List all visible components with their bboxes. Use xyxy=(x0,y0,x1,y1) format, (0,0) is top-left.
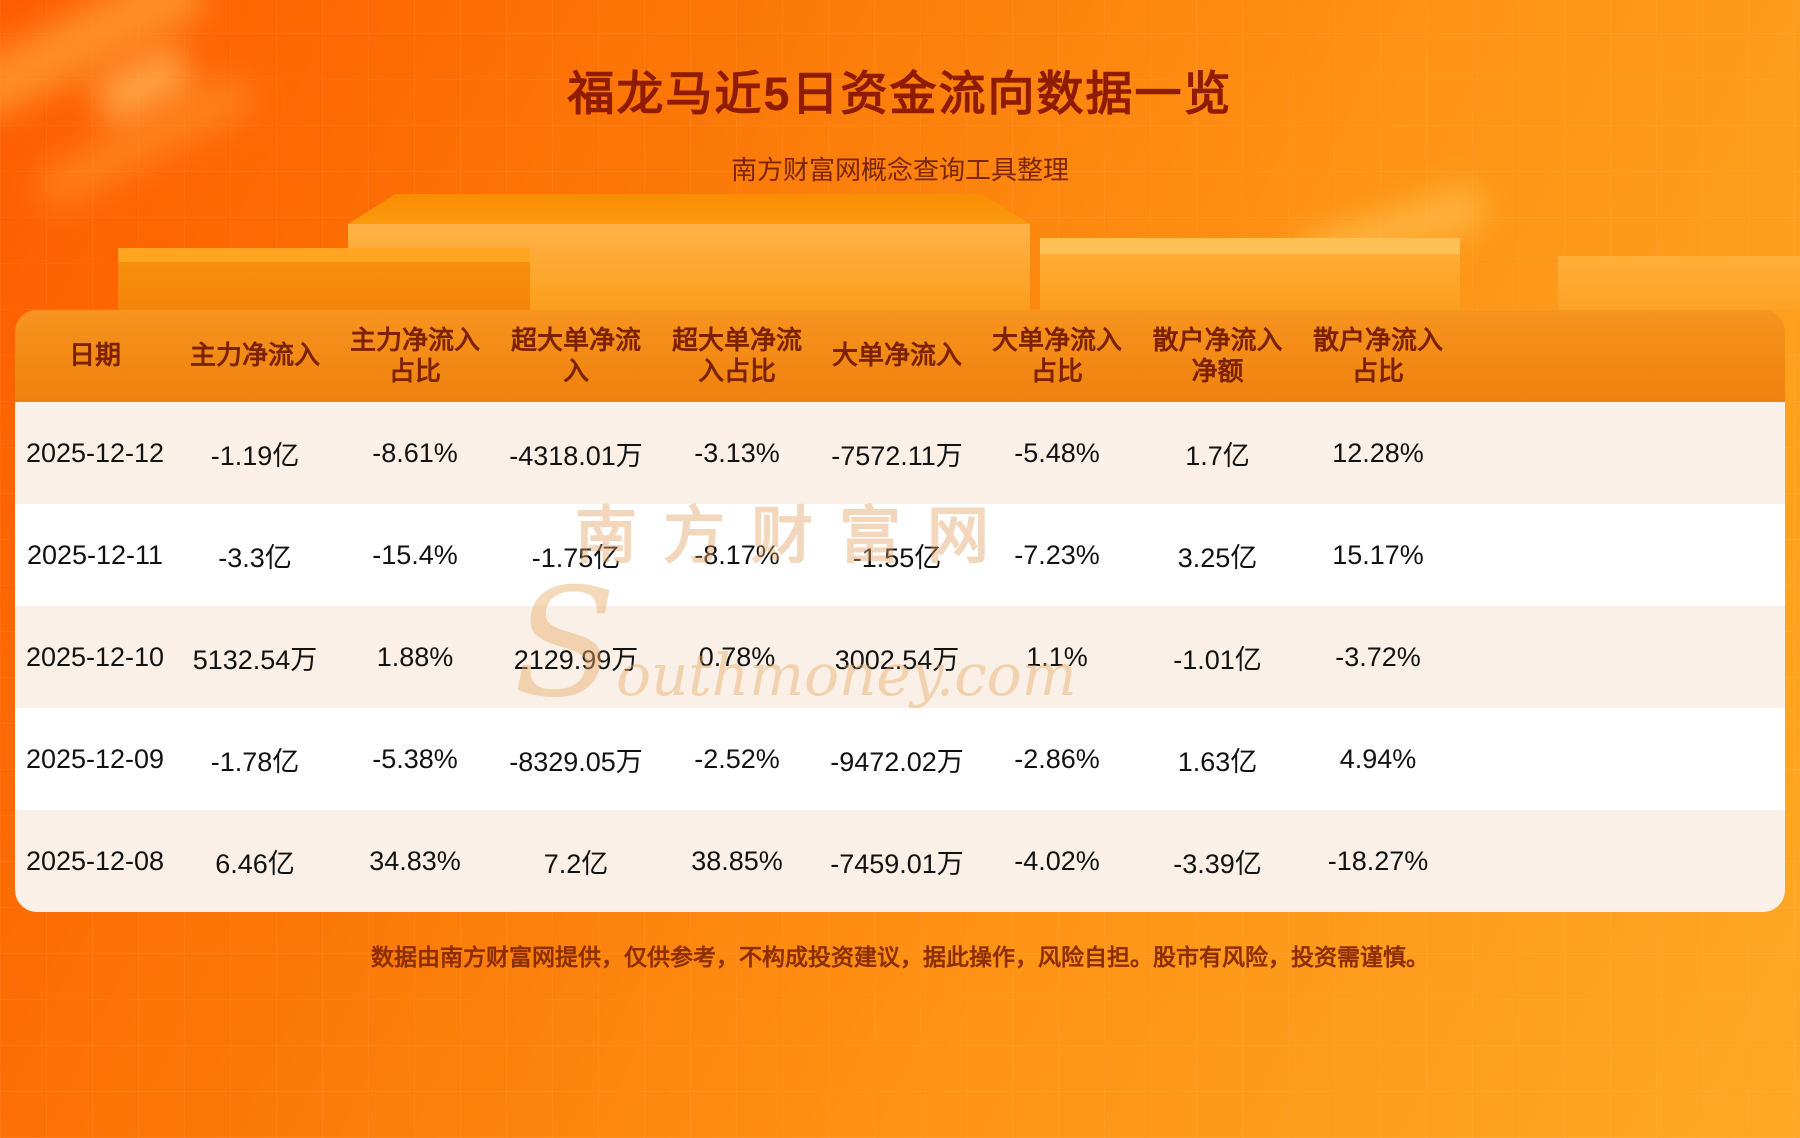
table-cell: 4.94% xyxy=(1339,743,1417,774)
disclaimer-text: 数据由南方财富网提供，仅供参考，不构成投资建议，据此操作，风险自担。股市有风险，… xyxy=(371,944,1429,970)
table-cell: -18.27% xyxy=(1327,845,1429,876)
table-row: 2025-12-12 -1.19亿 -8.61% -4318.01万 -3.13% -75… xyxy=(15,402,1785,504)
table-cell: -8329.05万 xyxy=(509,746,643,777)
table-body: 2025-12-12 -1.19亿 -8.61% -4318.01万 -3.13% -75… xyxy=(15,402,1785,912)
table-cell: -15.4% xyxy=(372,539,458,570)
table-cell: 1.88% xyxy=(376,641,454,672)
table-cell: -8.17% xyxy=(694,539,780,570)
column-header: 主力净流入占比 xyxy=(349,324,480,386)
table-cell: 6.46亿 xyxy=(215,848,295,879)
table-cell: -4318.01万 xyxy=(509,440,643,471)
column-header: 超大单净流入 xyxy=(510,324,641,386)
column-header: 散户净流入占比 xyxy=(1312,324,1443,386)
table-cell: -2.86% xyxy=(1014,743,1100,774)
table-cell: 3.25亿 xyxy=(1177,542,1258,573)
podium-far-right-face xyxy=(1558,256,1800,310)
table-cell: -7459.01万 xyxy=(830,848,964,879)
table-cell: -5.38% xyxy=(372,743,458,774)
table-cell: 2129.99万 xyxy=(513,644,639,675)
table-cell: -7.23% xyxy=(1014,539,1100,570)
page-subtitle: 南方财富网概念查询工具整理 xyxy=(730,155,1069,185)
table-cell: 12.28% xyxy=(1332,437,1424,468)
column-header: 超大单净流入占比 xyxy=(671,324,802,386)
page-title: 福龙马近5日资金流向数据一览 xyxy=(567,67,1233,120)
table-cell: -3.39亿 xyxy=(1173,848,1262,879)
podium-center-top-face xyxy=(348,194,1030,224)
column-header: 主力净流入 xyxy=(189,340,320,371)
table-cell: -4.02% xyxy=(1014,845,1100,876)
table-cell: 1.1% xyxy=(1026,641,1088,672)
table-row: 2025-12-10 5132.54万 1.88% 2129.99万 0.78% 3002… xyxy=(15,606,1785,708)
table-cell: -9472.02万 xyxy=(830,746,964,777)
table-cell: 0.78% xyxy=(698,641,776,672)
table-cell: 2025-12-11 xyxy=(26,539,164,570)
table-header-row: 日期 主力净流入 主力净流入占比 超大单净流入 超大单净流入占比 大单净流入 大单净流入占比… xyxy=(15,310,1785,402)
table-cell: -1.75亿 xyxy=(531,542,621,573)
table-cell: 2025-12-10 xyxy=(25,641,165,672)
table-cell: 2025-12-12 xyxy=(25,437,165,468)
table-cell: 7.2亿 xyxy=(543,848,609,879)
table-row: 2025-12-09 -1.78亿 -5.38% -8329.05万 -2.52% -94… xyxy=(15,708,1785,810)
table-cell: 3002.54万 xyxy=(834,644,960,675)
column-header: 大单净流入 xyxy=(831,340,962,371)
podium-left-front-face xyxy=(118,262,530,310)
table-cell: -7572.11万 xyxy=(831,440,963,471)
podium-right-top-face xyxy=(1040,238,1460,254)
table-cell: 1.7亿 xyxy=(1185,440,1250,471)
table-row: 2025-12-11 -3.3亿 -15.4% -1.75亿 -8.17% -1.55亿 -… xyxy=(15,504,1785,606)
table-cell: 5132.54万 xyxy=(192,644,318,675)
table-cell: -1.55亿 xyxy=(852,542,942,573)
table-cell: 38.85% xyxy=(691,845,783,876)
table-cell: 2025-12-09 xyxy=(25,743,165,774)
podium-right-front-face xyxy=(1040,254,1460,310)
table-cell: -5.48% xyxy=(1014,437,1100,468)
table-cell: 34.83% xyxy=(369,845,461,876)
table-cell: 2025-12-08 xyxy=(25,845,165,876)
table-cell: 1.63亿 xyxy=(1177,746,1258,777)
table-cell: -2.52% xyxy=(694,743,780,774)
table-cell: -8.61% xyxy=(372,437,458,468)
table-cell: -1.19亿 xyxy=(210,440,300,471)
table-cell: 15.17% xyxy=(1332,539,1424,570)
podium-left-top-face xyxy=(118,248,530,262)
table-cell: -3.72% xyxy=(1335,641,1421,672)
table-row: 2025-12-08 6.46亿 34.83% 7.2亿 38.85% -7459.01万… xyxy=(15,810,1785,912)
column-header: 大单净流入占比 xyxy=(991,324,1122,386)
column-header: 散户净流入净额 xyxy=(1152,324,1283,386)
table-cell: -1.01亿 xyxy=(1173,644,1262,675)
capital-flow-table: 日期 主力净流入 主力净流入占比 超大单净流入 超大单净流入占比 大单净流入 大单净流入占比… xyxy=(15,310,1785,912)
column-header: 日期 xyxy=(68,340,121,371)
table-cell: -3.3亿 xyxy=(218,542,292,573)
table-cell: -3.13% xyxy=(694,437,780,468)
table-cell: -1.78亿 xyxy=(210,746,300,777)
